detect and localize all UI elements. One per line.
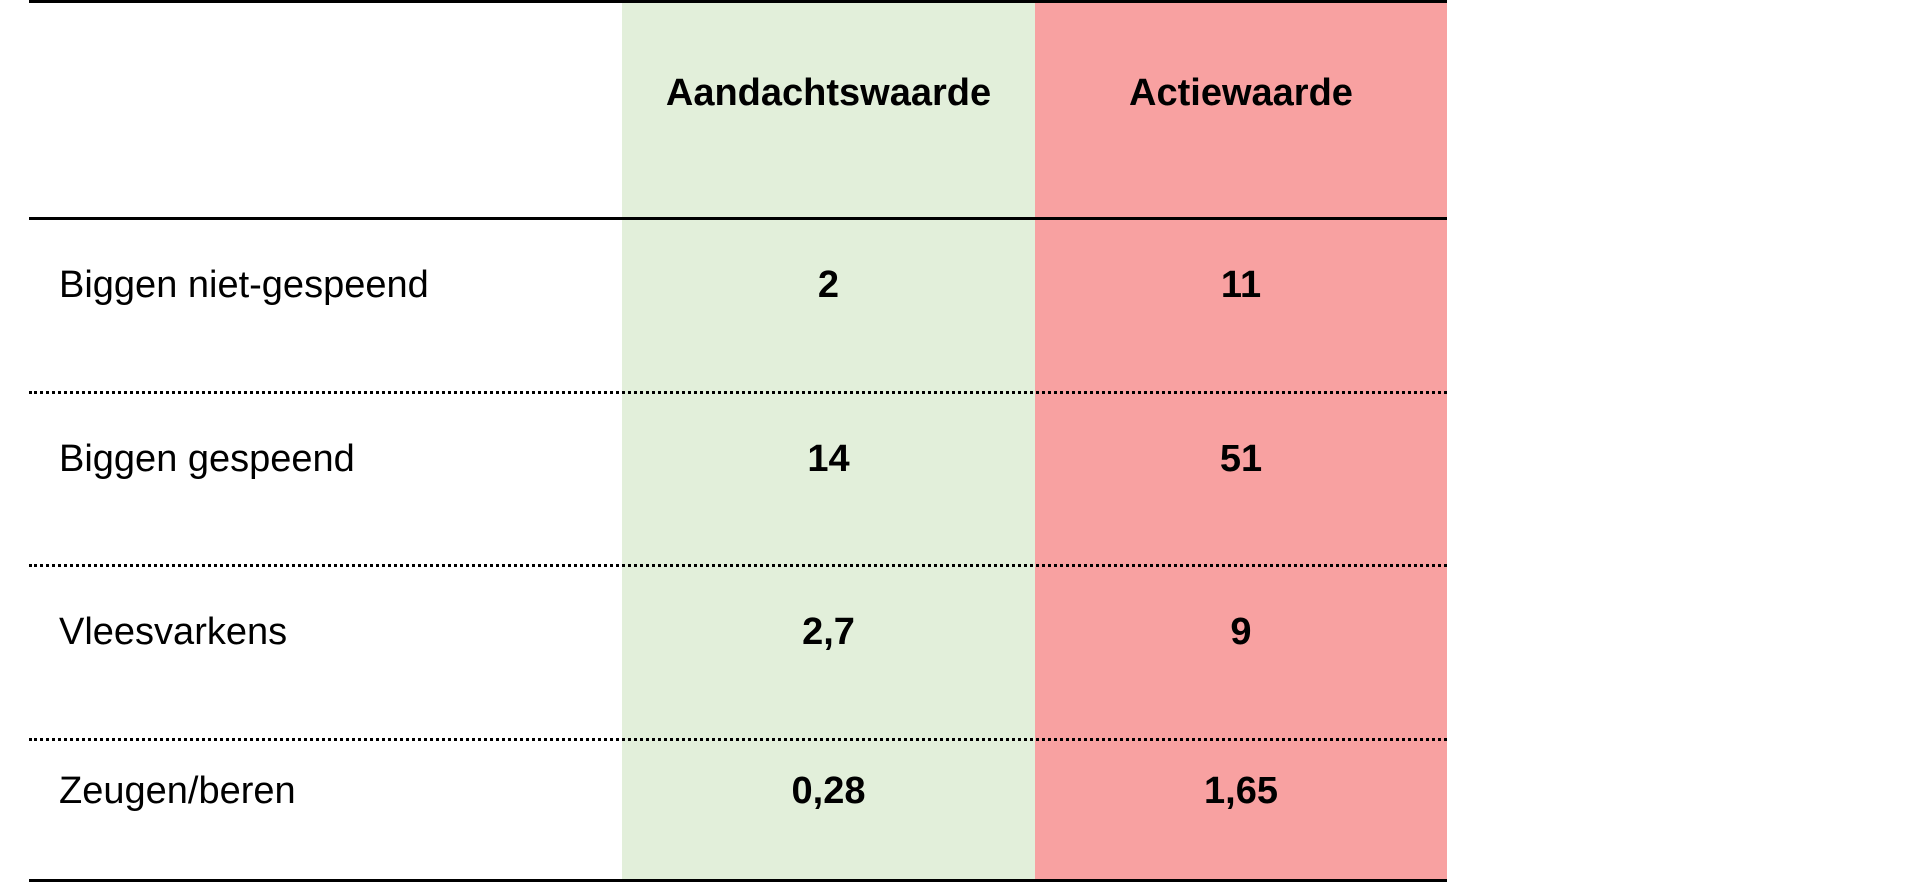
row-action-value: 1,65 [1204,770,1278,812]
row-label-biggen-niet-gespeend: Biggen niet-gespeend [59,264,429,306]
row-label-biggen-gespeend: Biggen gespeend [59,438,355,480]
header-attention: Aandachtswaarde [665,72,992,114]
header-border [29,217,1447,220]
bottom-border [29,879,1447,882]
row-divider [29,564,1447,567]
header-action: Actiewaarde [1129,72,1353,114]
row-attention-value: 14 [807,438,850,480]
row-attention-value: 2 [817,264,840,306]
row-divider [29,738,1447,741]
attention-column-background [622,0,1035,882]
action-column-background [1035,0,1447,882]
row-label-vleesvarkens: Vleesvarkens [59,611,288,653]
top-border [29,0,1447,3]
row-attention-value: 0,28 [791,770,866,812]
row-action-value: 11 [1220,264,1262,306]
row-divider [29,391,1447,394]
row-label-zeugen-beren: Zeugen/beren [59,770,296,812]
threshold-table: Aandachtswaarde Actiewaarde Biggen niet-… [29,0,1447,882]
row-attention-value: 2,7 [802,611,855,653]
row-action-value: 51 [1219,438,1263,480]
row-action-value: 9 [1230,611,1252,653]
